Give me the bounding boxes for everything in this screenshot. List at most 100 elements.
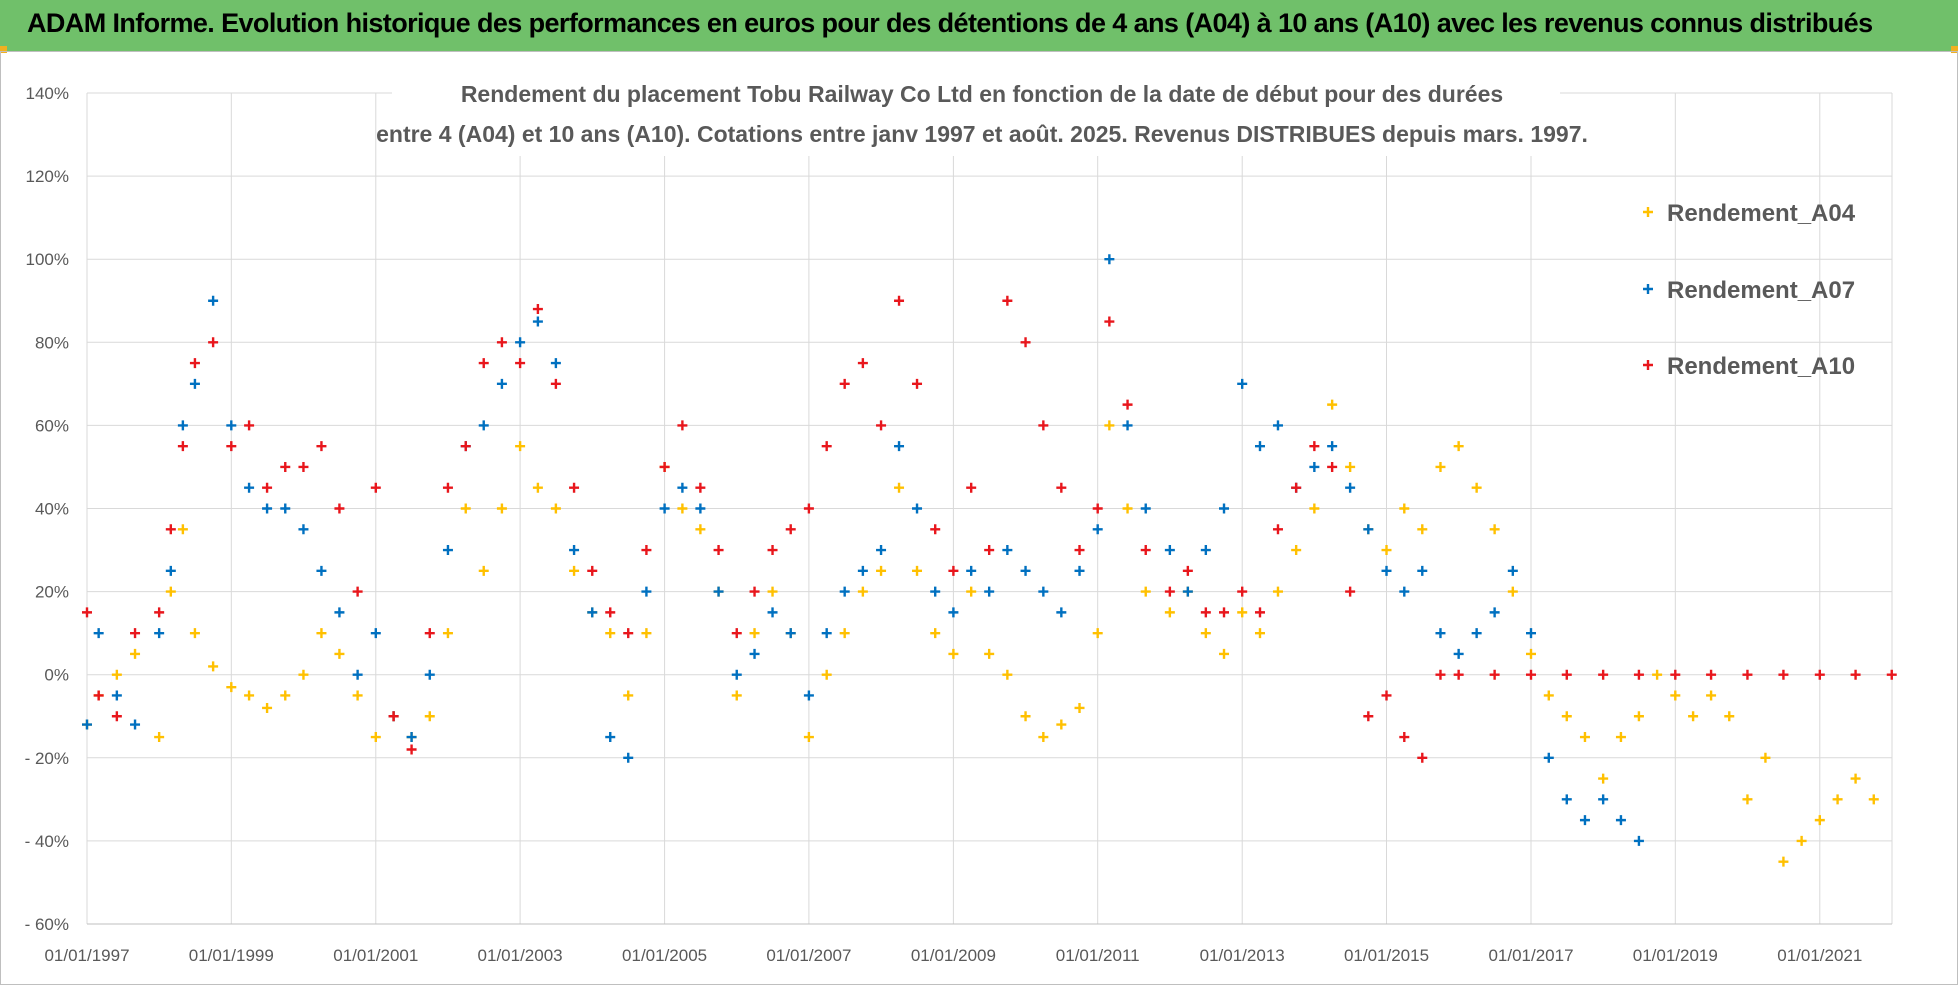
data-point — [478, 358, 489, 369]
data-point — [677, 503, 688, 514]
data-point — [1056, 482, 1067, 493]
data-point — [1724, 711, 1735, 722]
legend-marker — [1643, 360, 1653, 370]
data-point — [894, 482, 905, 493]
data-point — [1327, 441, 1338, 452]
data-point — [1200, 545, 1211, 556]
y-tick-label: 80% — [35, 333, 69, 352]
data-point — [208, 295, 219, 306]
data-point — [1020, 337, 1031, 348]
data-point — [111, 711, 122, 722]
data-point — [1200, 607, 1211, 618]
data-point — [442, 628, 453, 639]
data-point — [424, 628, 435, 639]
data-point — [1688, 711, 1699, 722]
legend: Rendement_A04 Rendement_A07 Rendement_A10 — [1643, 200, 1856, 380]
data-point — [154, 732, 165, 743]
series-marks — [82, 254, 1897, 867]
data-point — [659, 503, 670, 514]
data-point — [226, 682, 237, 693]
data-point — [298, 524, 309, 535]
y-tick-label: - 20% — [25, 749, 69, 768]
x-tick-label: 01/01/2009 — [911, 946, 996, 965]
data-point — [370, 628, 381, 639]
x-tick-label: 01/01/2005 — [622, 946, 707, 965]
data-point — [1886, 669, 1897, 680]
data-point — [1489, 524, 1500, 535]
data-point — [1814, 815, 1825, 826]
data-point — [677, 420, 688, 431]
data-point — [984, 648, 995, 659]
data-point — [912, 565, 923, 576]
x-tick-label: 01/01/2019 — [1633, 946, 1718, 965]
data-point — [370, 482, 381, 493]
data-point — [1417, 752, 1428, 763]
data-point — [1543, 690, 1554, 701]
data-point — [839, 628, 850, 639]
data-point — [262, 503, 273, 514]
data-point — [587, 565, 598, 576]
data-point — [1327, 461, 1338, 472]
data-point — [352, 669, 363, 680]
data-point — [1140, 545, 1151, 556]
data-point — [821, 441, 832, 452]
data-point — [767, 586, 778, 597]
chart-title-line1: Rendement du placement Tobu Railway Co L… — [461, 81, 1503, 107]
data-point — [785, 524, 796, 535]
x-tick-label: 01/01/2021 — [1777, 946, 1862, 965]
data-point — [948, 648, 959, 659]
data-point — [280, 503, 291, 514]
data-point — [1182, 565, 1193, 576]
data-point — [767, 607, 778, 618]
data-point — [948, 607, 959, 618]
x-tick-label: 01/01/2011 — [1056, 946, 1140, 965]
data-point — [1309, 503, 1320, 514]
data-point — [532, 482, 543, 493]
x-tick-label: 01/01/2003 — [478, 946, 563, 965]
data-point — [912, 378, 923, 389]
data-point — [803, 690, 814, 701]
data-point — [713, 545, 724, 556]
data-point — [189, 378, 200, 389]
data-point — [803, 503, 814, 514]
data-point — [641, 586, 652, 597]
data-point — [1706, 669, 1717, 680]
data-point — [1742, 794, 1753, 805]
page-header: ADAM Informe. Evolution historique des p… — [0, 0, 1958, 52]
data-point — [165, 565, 176, 576]
data-point — [244, 482, 255, 493]
data-point — [1092, 524, 1103, 535]
data-point — [165, 524, 176, 535]
data-point — [1435, 628, 1446, 639]
data-point — [1237, 586, 1248, 597]
data-point — [1104, 254, 1115, 265]
data-point — [262, 702, 273, 713]
data-point — [1038, 732, 1049, 743]
data-point — [460, 503, 471, 514]
x-tick-label: 01/01/1999 — [189, 946, 274, 965]
data-point — [1092, 628, 1103, 639]
data-point — [966, 586, 977, 597]
data-point — [316, 441, 327, 452]
data-point — [1489, 607, 1500, 618]
data-point — [1200, 628, 1211, 639]
gridlines — [86, 92, 1893, 925]
y-tick-label: 20% — [35, 583, 69, 602]
data-point — [894, 441, 905, 452]
data-point — [111, 669, 122, 680]
y-tick-label: 140% — [26, 84, 69, 103]
y-tick-label: - 60% — [25, 915, 69, 934]
data-point — [1074, 565, 1085, 576]
data-point — [1363, 524, 1374, 535]
data-point — [803, 732, 814, 743]
data-point — [713, 586, 724, 597]
data-point — [821, 669, 832, 680]
corner-marker — [1951, 46, 1958, 53]
data-point — [424, 711, 435, 722]
data-point — [478, 420, 489, 431]
data-point — [316, 628, 327, 639]
data-point — [695, 524, 706, 535]
data-point — [821, 628, 832, 639]
data-point — [1363, 711, 1374, 722]
